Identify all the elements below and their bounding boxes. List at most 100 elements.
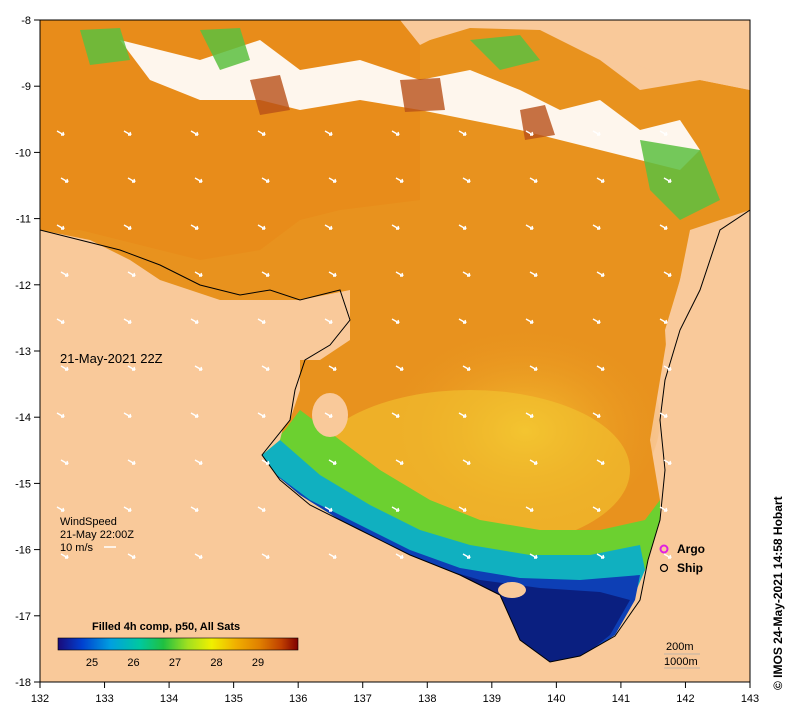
lat-tick-label: -9	[21, 81, 31, 93]
lon-tick-label: 132	[31, 693, 49, 705]
longitude-axis: 132 133 134 135 136 137 138 139 140 141 142 143	[31, 682, 759, 705]
wind-arrow-icon	[257, 506, 266, 512]
wind-arrow-icon	[462, 177, 471, 183]
wind-arrow-icon	[194, 271, 203, 277]
lat-tick-label: -17	[15, 611, 31, 623]
wind-arrow-icon	[194, 365, 203, 371]
colorbar	[57, 637, 299, 651]
colorbar-tick-label: 26	[127, 657, 139, 669]
wind-arrow-icon	[596, 177, 605, 183]
wind-arrow-icon	[395, 553, 404, 559]
wind-arrow-icon	[190, 506, 199, 512]
lon-tick-label: 135	[224, 693, 242, 705]
lat-tick-label: -12	[15, 280, 31, 292]
ship-marker-icon	[659, 563, 669, 573]
wind-arrow-icon	[324, 412, 333, 418]
wind-arrow-icon	[123, 412, 132, 418]
wind-arrow-icon	[663, 553, 672, 559]
wind-arrow-icon	[328, 365, 337, 371]
wind-arrow-icon	[60, 459, 69, 465]
wind-arrow-icon	[659, 412, 668, 418]
wind-arrow-icon	[659, 130, 668, 136]
wind-arrow-icon	[592, 224, 601, 230]
wind-arrow-icon	[257, 318, 266, 324]
wind-arrow-icon	[123, 318, 132, 324]
wind-arrow-icon	[596, 271, 605, 277]
wind-arrow-icon	[127, 177, 136, 183]
wind-arrow-icon	[56, 224, 65, 230]
wind-arrow-icon	[328, 271, 337, 277]
wind-arrow-icon	[127, 365, 136, 371]
wind-arrow-icon	[525, 506, 534, 512]
wind-arrow-icon	[60, 553, 69, 559]
wind-arrow-icon	[328, 553, 337, 559]
wind-scale: 10 m/s	[60, 542, 94, 554]
lon-tick-label: 134	[160, 693, 178, 705]
wind-arrow-icon	[525, 318, 534, 324]
wind-arrow-icon	[391, 318, 400, 324]
wind-arrow-icon	[127, 459, 136, 465]
dark-patches	[250, 75, 555, 140]
lon-tick-label: 137	[354, 693, 372, 705]
wind-arrow-icon	[391, 130, 400, 136]
lat-tick-label: -15	[15, 478, 31, 490]
wind-arrow-icon	[663, 459, 672, 465]
wind-arrow-icon	[123, 506, 132, 512]
wind-arrow-icon	[257, 412, 266, 418]
lon-tick-label: 143	[741, 693, 759, 705]
lat-tick-label: -11	[16, 214, 31, 226]
colorbar-tick-label: 28	[210, 657, 222, 669]
wind-arrow-icon	[261, 365, 270, 371]
wind-arrow-icon	[194, 177, 203, 183]
wind-arrow-icon	[261, 271, 270, 277]
wind-arrow-icon	[529, 177, 538, 183]
lat-tick-label: -18	[15, 677, 31, 689]
wind-arrow-icon	[257, 130, 266, 136]
wind-arrow-icon	[458, 130, 467, 136]
wind-arrow-icon	[395, 271, 404, 277]
wind-arrow-icon	[529, 271, 538, 277]
wind-arrow-icon	[56, 412, 65, 418]
colorbar-ticks: 25 26 27 28 29	[86, 657, 264, 669]
wind-arrow-icon	[56, 318, 65, 324]
wind-arrow-icon	[261, 459, 270, 465]
credit-label: © IMOS 24-May-2021 14:58 Hobart	[771, 496, 785, 690]
wind-arrow-icon	[324, 506, 333, 512]
argo-marker-icon	[659, 544, 669, 554]
wind-title: WindSpeed	[60, 516, 117, 528]
wind-arrow-icon	[458, 506, 467, 512]
wind-arrow-icon	[592, 130, 601, 136]
wind-arrow-icon	[663, 177, 672, 183]
latitude-axis: -8 -9 -10 -11 -12 -13 -14 -15 -16 -17 -18	[15, 15, 40, 689]
wind-arrow-icon	[458, 412, 467, 418]
island-groote	[312, 393, 348, 437]
wind-arrow-icon	[663, 365, 672, 371]
wind-arrow-icon	[60, 177, 69, 183]
wind-arrow-icon	[525, 224, 534, 230]
wind-arrow-icon	[391, 224, 400, 230]
lon-tick-label: 133	[95, 693, 113, 705]
lat-tick-label: -8	[21, 15, 31, 27]
wind-arrow-icon	[60, 271, 69, 277]
wind-arrow-icon	[190, 318, 199, 324]
wind-time: 21-May 22:00Z	[60, 529, 134, 541]
wind-arrow-icon	[123, 130, 132, 136]
eastern-land	[665, 210, 750, 380]
wind-arrow-icon	[127, 553, 136, 559]
contour-200m-label: 200m	[666, 641, 694, 653]
wind-arrow-icon	[659, 506, 668, 512]
wind-arrow-icon	[324, 224, 333, 230]
wind-arrow-icon	[596, 553, 605, 559]
wind-arrow-icon	[257, 224, 266, 230]
wind-arrow-icon	[525, 412, 534, 418]
island-wellesley	[498, 582, 526, 598]
wind-arrow-icon	[462, 271, 471, 277]
wind-arrow-icon	[127, 271, 136, 277]
wind-arrow-icon	[123, 224, 132, 230]
wind-arrow-icon	[462, 553, 471, 559]
wind-arrow-icon	[60, 365, 69, 371]
lon-tick-label: 139	[483, 693, 501, 705]
lon-tick-label: 142	[676, 693, 694, 705]
wind-arrow-icon	[663, 271, 672, 277]
